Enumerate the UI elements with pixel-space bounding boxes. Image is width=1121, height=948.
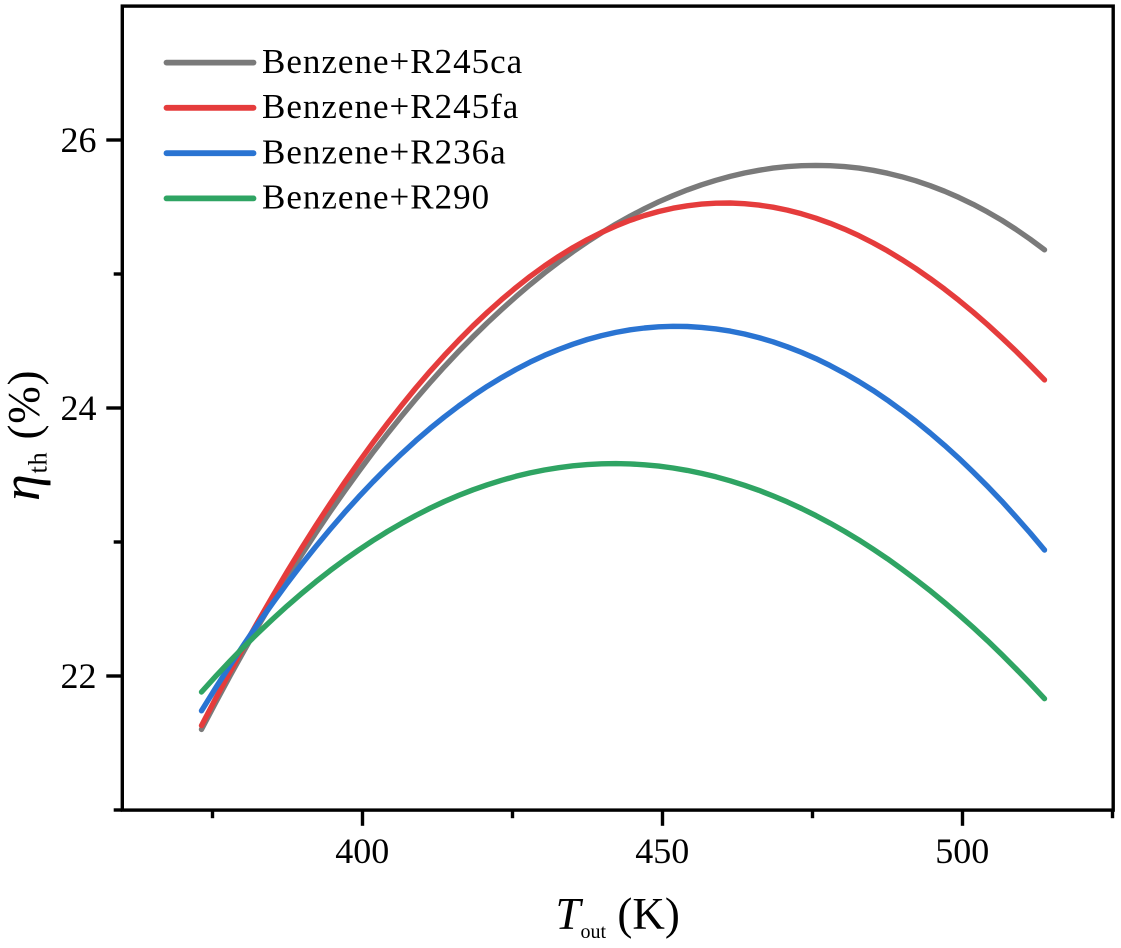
- svg-text:500: 500: [935, 831, 989, 871]
- svg-text:Benzene+R290: Benzene+R290: [262, 178, 490, 217]
- svg-text:24: 24: [61, 388, 97, 428]
- svg-text:400: 400: [335, 831, 389, 871]
- svg-text:22: 22: [61, 656, 97, 696]
- svg-text:Benzene+R245ca: Benzene+R245ca: [262, 42, 523, 81]
- svg-text:Benzene+R236a: Benzene+R236a: [262, 133, 507, 172]
- svg-text:450: 450: [635, 831, 689, 871]
- svg-text:Tout (K): Tout (K): [556, 889, 680, 943]
- svg-text:ηth (%): ηth (%): [0, 370, 53, 501]
- svg-text:26: 26: [61, 120, 97, 160]
- svg-text:Benzene+R245fa: Benzene+R245fa: [262, 87, 519, 126]
